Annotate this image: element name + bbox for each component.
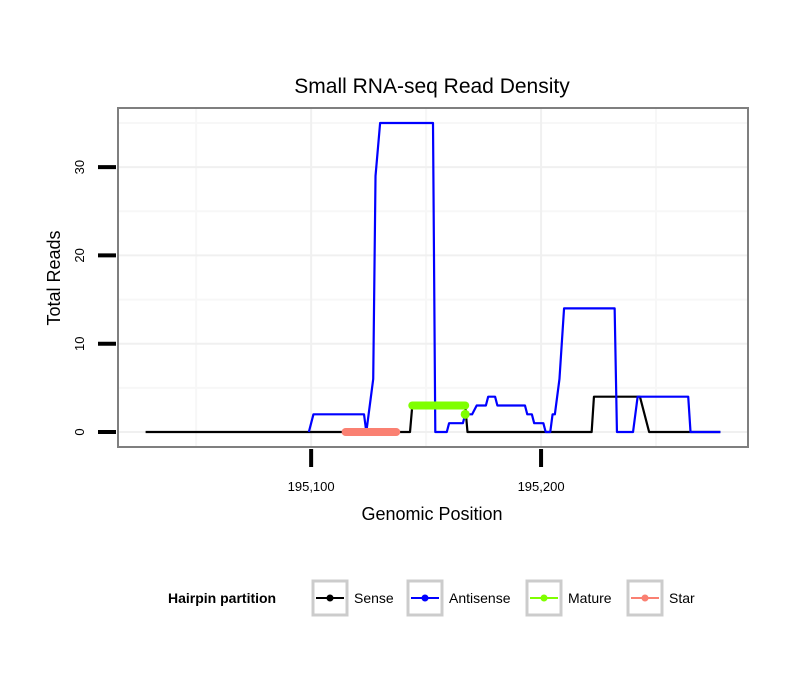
y-axis-label: Total Reads xyxy=(44,230,64,325)
x-tick-label: 195,200 xyxy=(518,479,565,494)
series-sense-line xyxy=(145,395,721,434)
x-tick-label: 195,100 xyxy=(288,479,335,494)
legend-label: Mature xyxy=(568,590,612,606)
legend-key-point xyxy=(641,594,649,602)
y-tick-label: 30 xyxy=(72,160,87,174)
chart-title: Small RNA-seq Read Density xyxy=(294,75,570,98)
legend-key-point xyxy=(540,594,548,602)
series-mature-point xyxy=(460,409,470,419)
legend-label: Antisense xyxy=(449,590,511,606)
x-axis-label: Genomic Position xyxy=(361,504,502,524)
panel-border xyxy=(117,107,749,448)
y-tick-label: 20 xyxy=(72,248,87,262)
legend-title: Hairpin partition xyxy=(168,590,276,606)
y-tick-label: 0 xyxy=(72,428,87,435)
legend-key-point xyxy=(326,594,334,602)
legend-label: Sense xyxy=(354,590,394,606)
legend-label: Star xyxy=(669,590,695,606)
series-antisense-line xyxy=(307,121,721,434)
y-tick-label: 10 xyxy=(72,336,87,350)
legend-key-point xyxy=(421,594,429,602)
